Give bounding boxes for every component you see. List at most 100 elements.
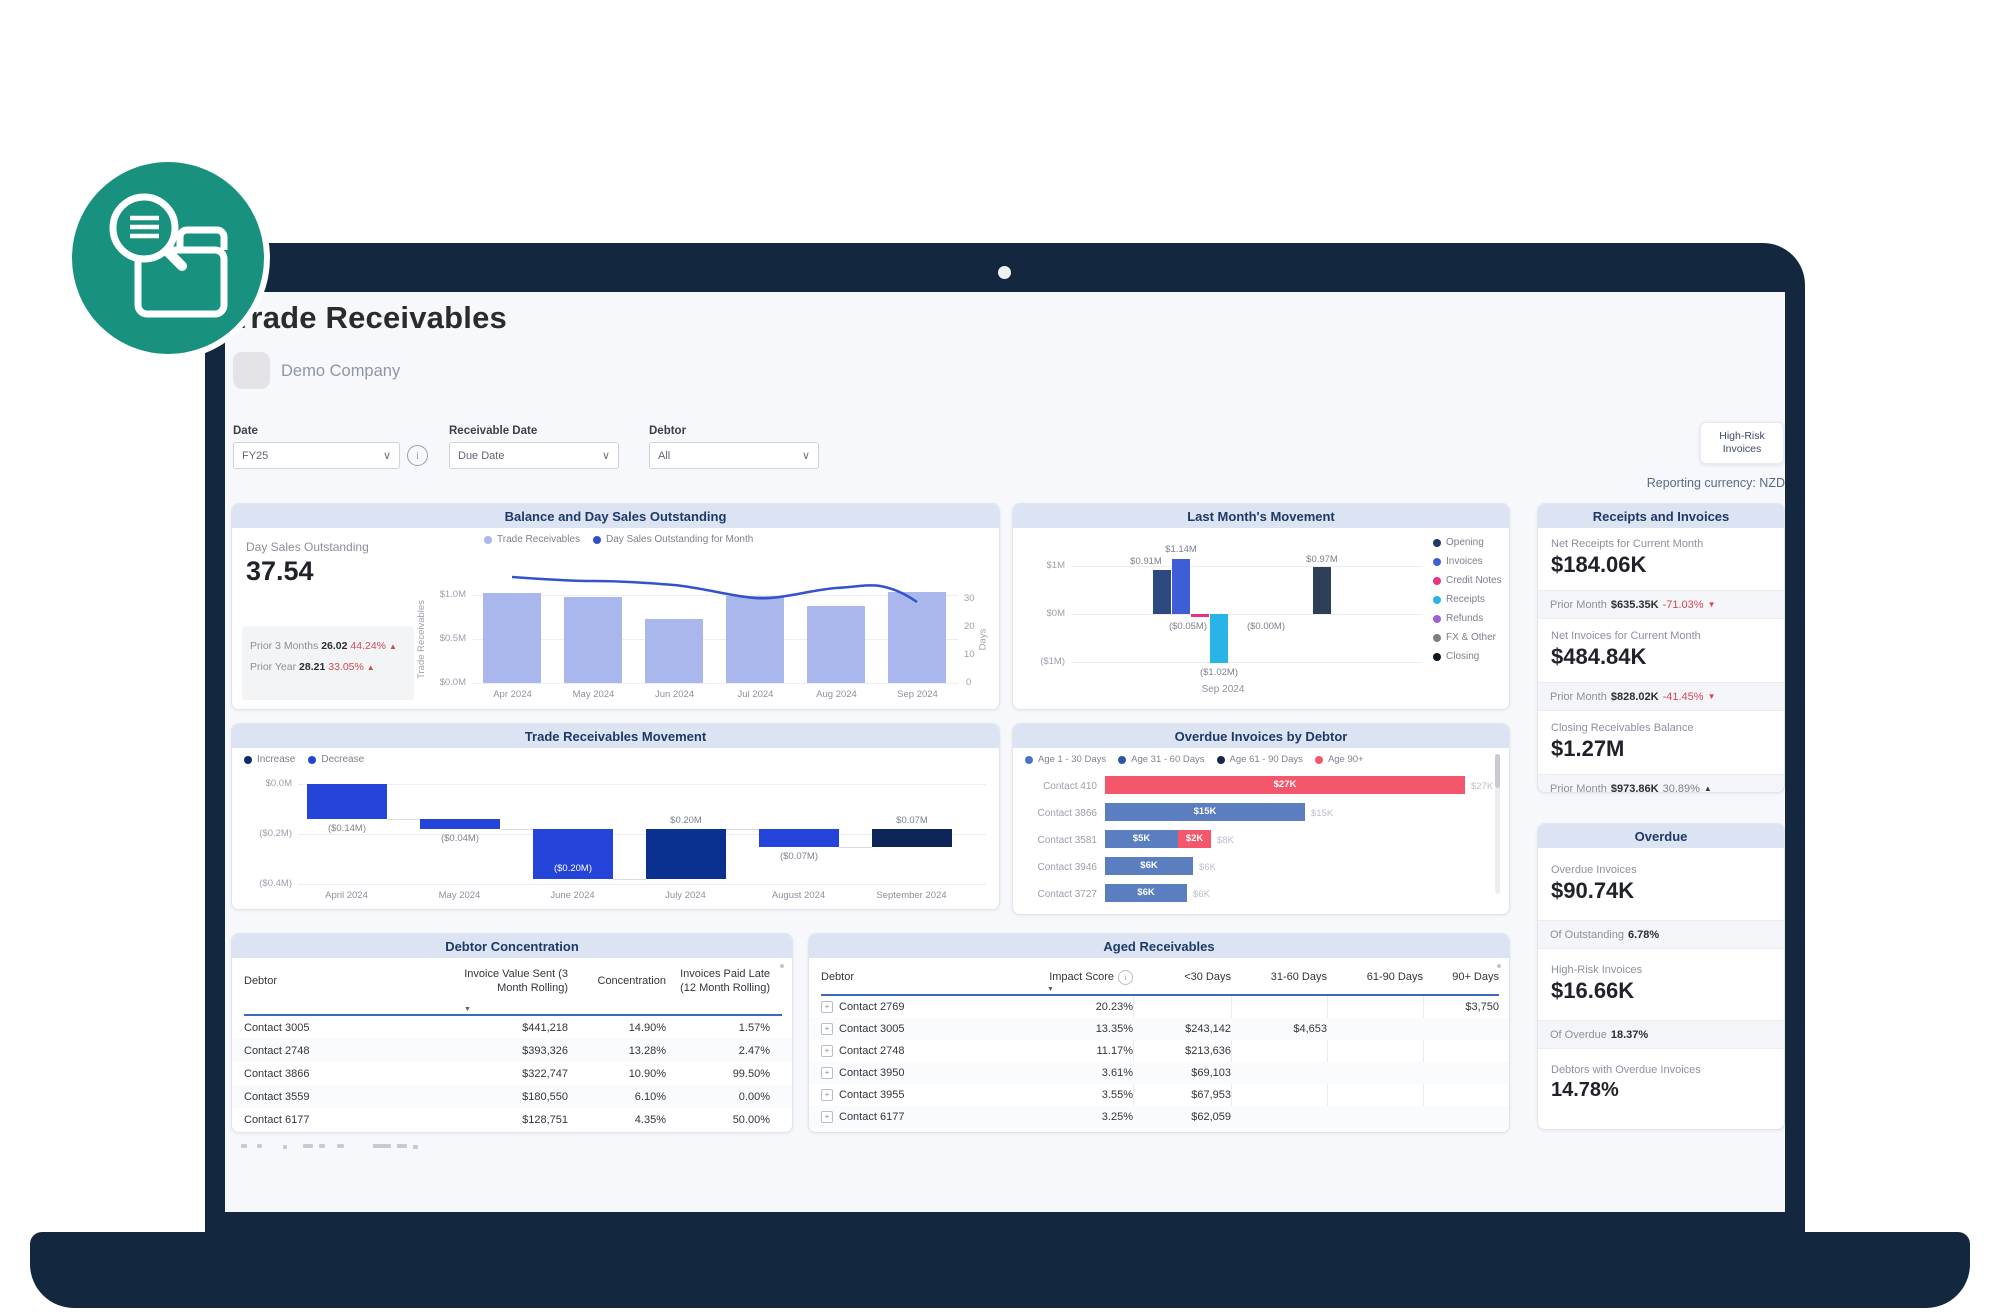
bar-aug-2024[interactable] (807, 606, 865, 683)
waterfall-bar-may[interactable] (420, 819, 500, 829)
legend-dot (484, 535, 492, 544)
scrollbar-track[interactable] (1495, 754, 1500, 894)
col-header-under-30[interactable]: <30 Days (1184, 970, 1231, 983)
stacked-bar-age90[interactable]: $2K (1178, 830, 1211, 848)
stacked-bar-age1-30[interactable]: $6K (1105, 884, 1187, 902)
table-row[interactable]: + Contact 3955 3.55% $67,953 (809, 1084, 1509, 1106)
table-row[interactable]: Contact 6177 $128,751 4.35% 50.00% (244, 1113, 770, 1126)
table-row[interactable]: Contact 3866 $322,747 10.90% 99.50% (244, 1067, 770, 1080)
table-header-row: Debtor Invoice Value Sent (3 Month Rolli… (232, 968, 792, 996)
expand-row-icon[interactable]: + (821, 1089, 833, 1101)
table-row[interactable]: Contact 3559 $180,550 6.10% 0.00% (232, 1085, 792, 1108)
stacked-bar-age1-30[interactable]: $5K (1105, 830, 1178, 848)
bar-credit-notes[interactable] (1191, 614, 1209, 617)
bar-label: ($0.05M) (1168, 621, 1207, 632)
laptop-base (30, 1232, 1970, 1308)
waterfall-bar-april[interactable] (307, 784, 387, 819)
table-row[interactable]: + Contact 6177 3.25% $62,059 (809, 1106, 1509, 1128)
bar-invoices[interactable] (1172, 559, 1190, 614)
receivable-date-dropdown[interactable]: Due Date ∨ (449, 442, 619, 469)
bar-label: ($0.04M) (440, 833, 479, 844)
overdue-invoices-value: $90.74K (1551, 878, 1635, 903)
col-header-90-plus[interactable]: 90+ Days (1452, 970, 1499, 983)
down-triangle-icon: ▼ (1707, 692, 1716, 701)
expand-row-icon[interactable]: + (821, 1045, 833, 1057)
waterfall-bar-september[interactable] (872, 829, 952, 847)
col-header-paid-late[interactable]: Invoices Paid Late (12 Month Rolling) (680, 968, 770, 994)
stacked-bar-age1-30[interactable]: $15K (1105, 803, 1305, 821)
gridline (298, 884, 986, 885)
bar-opening[interactable] (1153, 570, 1171, 614)
high-risk-invoices-button[interactable]: High-Risk Invoices (1700, 422, 1784, 464)
laptop-webcam-dot (998, 266, 1011, 279)
scrollbar-dot[interactable] (780, 964, 784, 968)
col-header-impact-score[interactable]: Impact Score i (1029, 970, 1133, 985)
expand-row-icon[interactable]: + (821, 1001, 833, 1013)
table-row[interactable]: Contact 3005 $441,218 14.90% 1.57% (244, 1021, 770, 1034)
date-filter-dropdown[interactable]: FY25 ∨ (233, 442, 400, 469)
bar-sep-2024[interactable] (888, 592, 946, 683)
scrollbar-thumb[interactable] (1495, 754, 1500, 788)
table-row[interactable]: Contact 2748 $393,326 13.28% 2.47% (232, 1039, 792, 1062)
col-header-61-90[interactable]: 61-90 Days (1366, 970, 1423, 983)
x-label: Sep 2024 (1201, 684, 1245, 695)
total-label: $15K (1311, 808, 1334, 819)
table-row[interactable]: + Contact 2769 20.23% $3,750 (809, 996, 1509, 1018)
stacked-bar-age1-30[interactable]: $6K (1105, 857, 1193, 875)
receivable-date-filter-label: Receivable Date (449, 425, 538, 437)
total-label: $8K (1217, 835, 1234, 846)
waterfall-connector (500, 829, 533, 830)
total-label: $6K (1199, 862, 1216, 873)
net-receipts-prior-band: Prior Month $635.35K -71.03% ▼ (1538, 590, 1784, 619)
waterfall-bar-august[interactable] (759, 829, 839, 847)
col-header-31-60[interactable]: 31-60 Days (1270, 970, 1327, 983)
col-header-invoice-value[interactable]: Invoice Value Sent (3 Month Rolling) (464, 968, 568, 994)
x-label: April 2024 (325, 890, 368, 901)
bar-receipts[interactable] (1210, 614, 1228, 663)
overdue-invoices-label: Overdue Invoices (1551, 864, 1637, 876)
table-row[interactable]: + Contact 3950 3.61% $69,103 (809, 1062, 1509, 1084)
panel-last-month-movement: Last Month's Movement $1M $0M ($1M) $0.9… (1012, 503, 1510, 710)
bar-label: $0.97M (1306, 554, 1338, 565)
legend-dot (1314, 755, 1323, 764)
bar-may-2024[interactable] (564, 597, 622, 683)
bar-jun-2024[interactable] (645, 619, 703, 683)
expand-row-icon[interactable]: + (821, 1067, 833, 1079)
scrollbar-dot[interactable] (1497, 964, 1501, 968)
stacked-bar-age90[interactable]: $27K (1105, 776, 1465, 794)
company-name: Demo Company (281, 362, 401, 380)
col-header-concentration[interactable]: Concentration (597, 974, 667, 987)
table-row[interactable]: + Contact 2748 11.17% $213,636 (809, 1040, 1509, 1062)
table-row-clipped[interactable]: Contact 3063$113,0053.83%3.40% (232, 1131, 792, 1132)
col-header-debtor[interactable]: Debtor (244, 974, 278, 987)
y2-tick: 10 (964, 649, 975, 660)
x-label: August 2024 (771, 890, 826, 901)
legend-invoices: Invoices (1433, 556, 1483, 567)
info-icon[interactable]: i (1118, 970, 1133, 985)
dso-kpi-label: Day Sales Outstanding (246, 540, 369, 554)
legend-dot (1025, 755, 1033, 764)
bar-apr-2024[interactable] (483, 593, 541, 683)
up-triangle-icon: ▲ (366, 663, 375, 672)
reporting-currency-label: Reporting currency: NZD (1646, 476, 1785, 490)
bar-closing[interactable] (1313, 567, 1331, 614)
bar-label: ($1.02M) (1199, 667, 1238, 678)
debtor-dropdown[interactable]: All ∨ (649, 442, 819, 469)
expand-row-icon[interactable]: + (821, 1111, 833, 1123)
waterfall-connector (726, 829, 759, 830)
panel-title: Balance and Day Sales Outstanding (232, 504, 999, 528)
dso-line-series (511, 575, 918, 604)
expand-row-icon[interactable]: + (821, 1023, 833, 1035)
legend-dot (1118, 755, 1127, 764)
waterfall-bar-july[interactable] (646, 829, 726, 879)
gridline (472, 683, 958, 684)
date-filter-info-icon[interactable]: i (407, 445, 428, 466)
dashboard-screen: Trade Receivables Demo Company Date FY25… (225, 292, 1785, 1212)
panel-title: Last Month's Movement (1013, 504, 1509, 528)
bar-jul-2024[interactable] (726, 596, 784, 683)
col-header-debtor[interactable]: Debtor (821, 970, 855, 983)
table-row[interactable]: + Contact 3005 13.35% $243,142 $4,653 (809, 1018, 1509, 1040)
waterfall-bar-june[interactable] (533, 829, 613, 879)
panel-title: Overdue Invoices by Debtor (1013, 724, 1509, 748)
